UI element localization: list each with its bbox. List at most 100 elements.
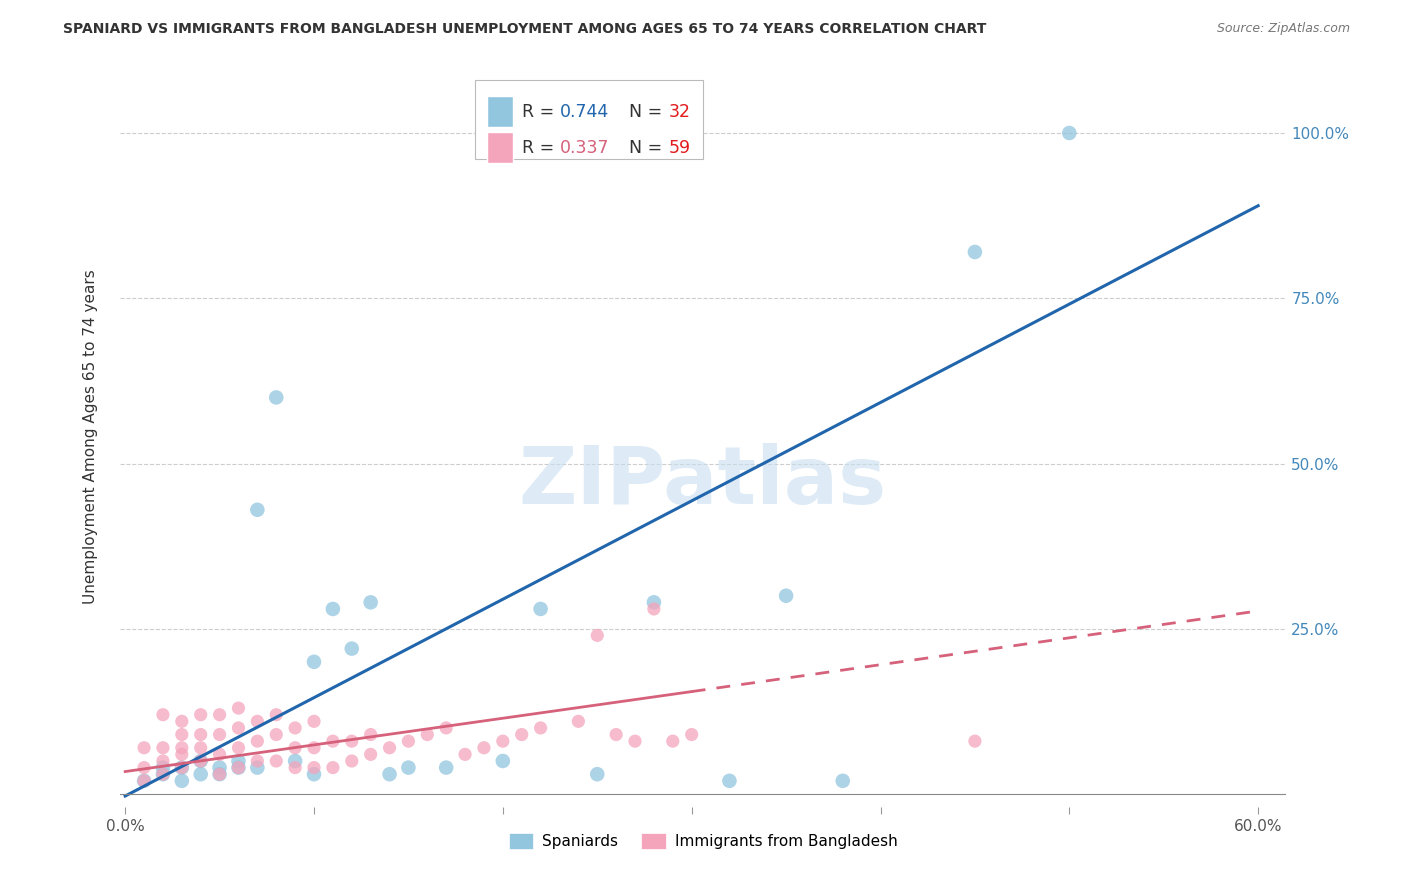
Point [454, 747, 477, 762]
Point [396, 761, 419, 775]
Point [396, 734, 419, 748]
Point [360, 595, 382, 609]
Text: 32: 32 [669, 103, 692, 121]
Point [378, 767, 401, 781]
Point [170, 714, 193, 729]
Point [228, 740, 250, 755]
Point [284, 721, 307, 735]
Text: SPANIARD VS IMMIGRANTS FROM BANGLADESH UNEMPLOYMENT AMONG AGES 65 TO 74 YEARS CO: SPANIARD VS IMMIGRANTS FROM BANGLADESH U… [63, 22, 987, 37]
Point [190, 727, 212, 741]
Text: Source: ZipAtlas.com: Source: ZipAtlas.com [1216, 22, 1350, 36]
Point [963, 245, 986, 260]
Point [322, 761, 344, 775]
Point [264, 707, 287, 722]
Point [284, 761, 307, 775]
Point [529, 721, 551, 735]
Text: R =: R = [522, 103, 560, 121]
Text: N =: N = [617, 103, 668, 121]
Point [132, 773, 155, 788]
Point [208, 767, 231, 781]
Point [208, 727, 231, 741]
Point [190, 707, 212, 722]
Point [208, 747, 231, 762]
Point [264, 727, 287, 741]
Point [434, 761, 457, 775]
Text: 59: 59 [669, 138, 692, 157]
Point [662, 734, 685, 748]
Y-axis label: Unemployment Among Ages 65 to 74 years: Unemployment Among Ages 65 to 74 years [83, 269, 98, 605]
Point [529, 602, 551, 616]
Point [170, 761, 193, 775]
Point [643, 602, 665, 616]
Point [643, 595, 665, 609]
Text: ZIPatlas: ZIPatlas [519, 442, 887, 521]
Point [132, 740, 155, 755]
Point [170, 761, 193, 775]
Point [152, 707, 174, 722]
Point [246, 714, 269, 729]
Point [208, 767, 231, 781]
Point [132, 773, 155, 788]
FancyBboxPatch shape [475, 80, 703, 160]
Point [246, 754, 269, 768]
Point [170, 727, 193, 741]
Point [246, 503, 269, 517]
Point [567, 714, 589, 729]
Point [152, 767, 174, 781]
Point [228, 721, 250, 735]
Point [586, 628, 609, 642]
Point [190, 754, 212, 768]
Point [302, 740, 325, 755]
Point [340, 754, 363, 768]
Point [963, 734, 986, 748]
Point [190, 754, 212, 768]
Point [228, 701, 250, 715]
Point [624, 734, 647, 748]
Point [605, 727, 627, 741]
Point [302, 767, 325, 781]
Point [360, 727, 382, 741]
Point [831, 773, 853, 788]
Point [510, 727, 533, 741]
Point [208, 707, 231, 722]
Point [246, 761, 269, 775]
Point [718, 773, 741, 788]
Point [472, 740, 495, 755]
Point [1059, 126, 1081, 140]
Point [170, 740, 193, 755]
Legend: Spaniards, Immigrants from Bangladesh: Spaniards, Immigrants from Bangladesh [502, 827, 904, 855]
Point [228, 754, 250, 768]
Point [152, 740, 174, 755]
Point [170, 773, 193, 788]
Point [228, 761, 250, 775]
Point [434, 721, 457, 735]
Point [775, 589, 797, 603]
Point [302, 761, 325, 775]
Point [264, 391, 287, 405]
Point [416, 727, 439, 741]
Point [152, 767, 174, 781]
Text: N =: N = [617, 138, 668, 157]
Point [302, 655, 325, 669]
Point [360, 747, 382, 762]
FancyBboxPatch shape [486, 96, 513, 128]
Point [681, 727, 703, 741]
Point [208, 761, 231, 775]
Point [586, 767, 609, 781]
Point [340, 734, 363, 748]
Text: 0.337: 0.337 [560, 138, 609, 157]
Point [492, 754, 515, 768]
Point [246, 734, 269, 748]
Point [228, 761, 250, 775]
Point [322, 602, 344, 616]
Text: 0.744: 0.744 [560, 103, 609, 121]
Point [152, 761, 174, 775]
Point [264, 754, 287, 768]
Text: R =: R = [522, 138, 560, 157]
Point [302, 714, 325, 729]
FancyBboxPatch shape [486, 132, 513, 163]
Point [284, 754, 307, 768]
Point [340, 641, 363, 656]
Point [190, 740, 212, 755]
Point [284, 740, 307, 755]
